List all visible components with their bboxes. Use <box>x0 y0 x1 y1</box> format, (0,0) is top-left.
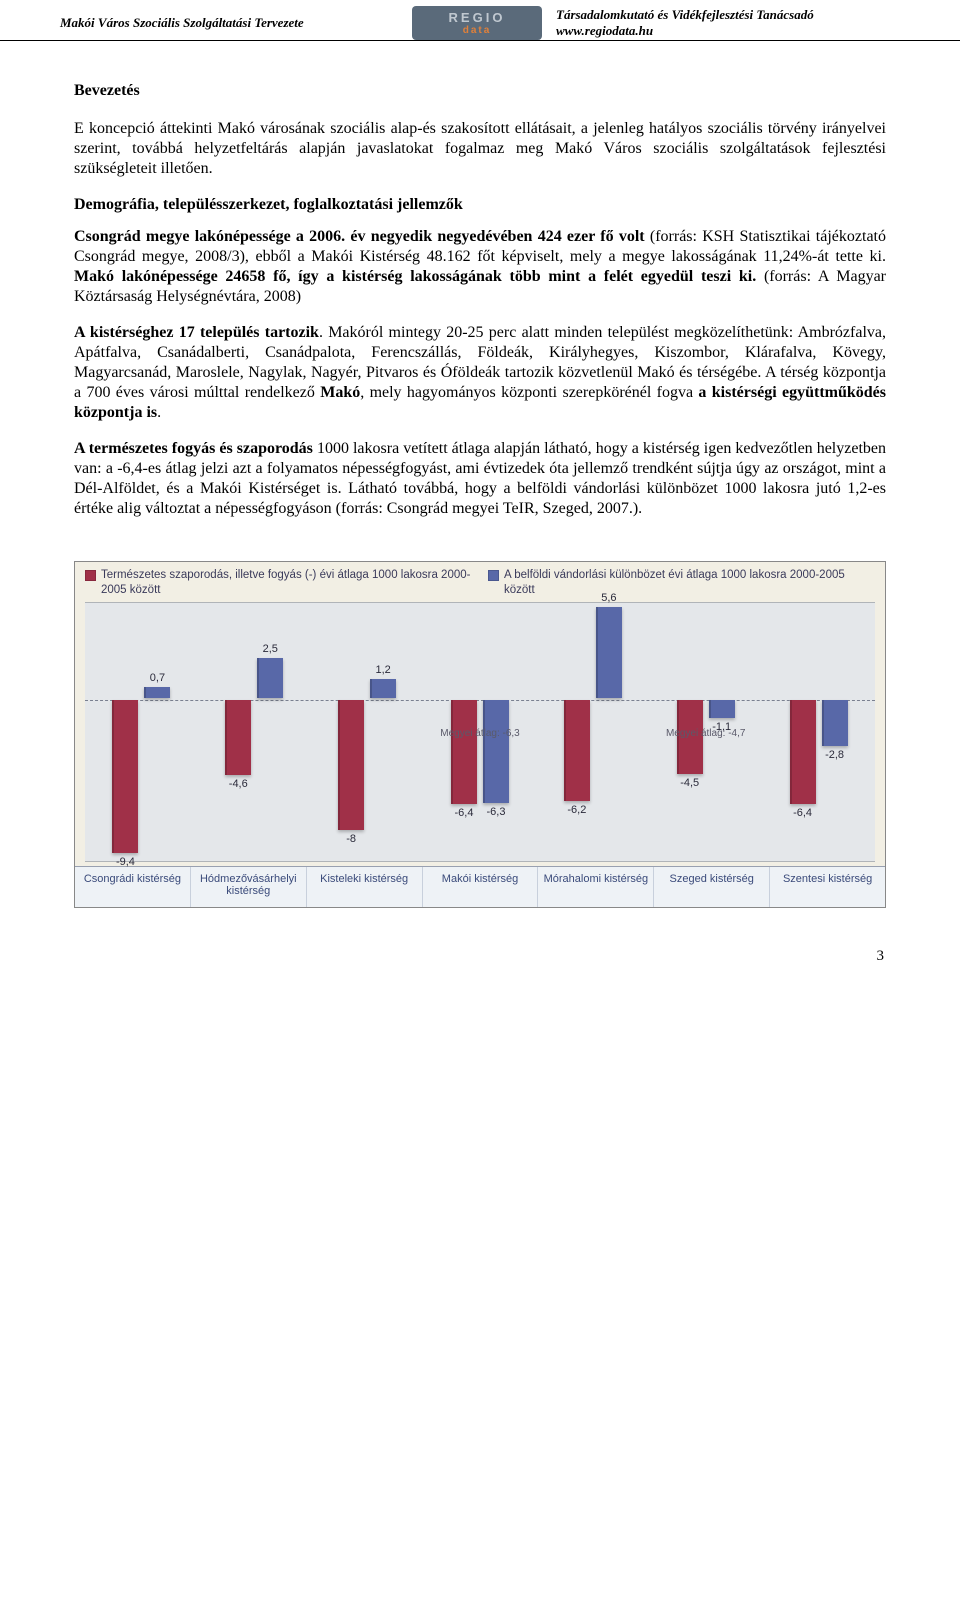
bar-group: -6,25,6 <box>536 603 649 861</box>
bar-a: -6,4 <box>790 700 816 804</box>
header-org-name: Társadalomkutató és Vidékfejlesztési Tan… <box>556 7 900 23</box>
bar-b: 2,5 <box>257 658 283 699</box>
bar-value-label: -4,5 <box>680 777 699 789</box>
x-axis-label: Mórahalomi kistérség <box>537 867 653 907</box>
page-header: Makói Város Szociális Szolgáltatási Terv… <box>0 0 960 41</box>
bar-value-label: -6,2 <box>567 804 586 816</box>
header-left-title: Makói Város Szociális Szolgáltatási Terv… <box>60 15 404 31</box>
legend-label-b: A belföldi vándorlási különbözet évi átl… <box>504 568 875 598</box>
chart-legend: Természetes szaporodás, illetve fogyás (… <box>75 562 885 602</box>
bar-a: -6,4 <box>451 700 477 804</box>
bar-group: -8 1,2 <box>311 603 424 861</box>
bar-value-label: -6,4 <box>455 807 474 819</box>
bar-b: -2,8 <box>822 700 848 746</box>
document-body: Bevezetés E koncepció áttekinti Makó vár… <box>0 41 960 555</box>
bar-value-label: -8 <box>346 833 356 845</box>
chart-annotation: Megyei átlag: -4,7 <box>666 728 746 739</box>
x-axis-label: Kisteleki kistérség <box>306 867 422 907</box>
paragraph-fogyas: A természetes fogyás és szaporodás 1000 … <box>74 439 886 519</box>
heading-demografia: Demográfia, településszerkezet, foglalko… <box>74 195 886 215</box>
bar-a: -9,4 <box>112 700 138 853</box>
bar-value-label: 1,2 <box>375 664 390 676</box>
x-axis-label: Szentesi kistérség <box>769 867 885 907</box>
bar-b: 0,7 <box>144 687 170 698</box>
text-17-telepules: A kistérséghez 17 település tartozik <box>74 324 319 341</box>
legend-item-a: Természetes szaporodás, illetve fogyás (… <box>85 568 472 598</box>
bar-group: -4,62,5 <box>198 603 311 861</box>
legend-label-a: Természetes szaporodás, illetve fogyás (… <box>101 568 472 598</box>
text-mako-pop: Makó lakónépessége 24658 fő, így a kisté… <box>74 268 764 285</box>
bar-value-label: -6,3 <box>487 806 506 818</box>
x-axis-label: Hódmezővásárhelyi kistérség <box>190 867 306 907</box>
bar-group: -6,4-2,8 <box>762 603 875 861</box>
text-terseg-2: , mely hagyományos központi szerepköréné… <box>360 384 698 401</box>
bar-b: -6,3 <box>483 700 509 802</box>
paragraph-demografia-1: Csongrád megye lakónépessége a 2006. év … <box>74 227 886 307</box>
paragraph-telepulesek: A kistérséghez 17 település tartozik. Ma… <box>74 323 886 423</box>
chart-annotation: Megyei átlag: -6,3 <box>440 728 520 739</box>
header-right-block: Társadalomkutató és Vidékfejlesztési Tan… <box>550 7 900 39</box>
legend-swatch-b <box>488 570 499 581</box>
legend-swatch-a <box>85 570 96 581</box>
heading-bevezetes: Bevezetés <box>74 81 886 101</box>
bar-b: 1,2 <box>370 679 396 699</box>
x-axis-label: Makói kistérség <box>422 867 538 907</box>
bar-value-label: -2,8 <box>825 749 844 761</box>
bar-value-label: 0,7 <box>150 672 165 684</box>
logo-line2: data <box>463 25 492 36</box>
chart-plot-area: -9,40,7-4,62,5-81,2-6,4-6,3Megyei átlag:… <box>85 602 875 862</box>
bar-value-label: -9,4 <box>116 856 135 868</box>
x-axis-label: Szeged kistérség <box>653 867 769 907</box>
logo-line1: REGIO <box>449 10 506 25</box>
bar-value-label: 2,5 <box>263 643 278 655</box>
bar-value-label: -4,6 <box>229 778 248 790</box>
bar-value-label: 5,6 <box>601 592 616 604</box>
bar-a: -8 <box>338 700 364 830</box>
header-url: www.regiodata.hu <box>556 23 900 39</box>
text-fogyas-bold: A természetes fogyás és szaporodás <box>74 440 313 457</box>
text-mako-bold: Makó <box>320 384 360 401</box>
bar-b: 5,6 <box>596 607 622 698</box>
paragraph-intro: E koncepció áttekinti Makó városának szo… <box>74 119 886 179</box>
text-csongrad-pop: Csongrád megye lakónépessége a 2006. év … <box>74 228 645 245</box>
text-period: . <box>157 404 161 421</box>
demography-chart: Természetes szaporodás, illetve fogyás (… <box>74 561 886 908</box>
bar-group: -9,4 0,7 <box>85 603 198 861</box>
chart-x-axis: Csongrádi kistérségHódmezővásárhelyi kis… <box>75 866 885 907</box>
bar-value-label: -6,4 <box>793 807 812 819</box>
bar-a: -6,2 <box>564 700 590 801</box>
page-number: 3 <box>0 908 960 985</box>
bar-a: -4,6 <box>225 700 251 775</box>
regio-data-logo: REGIO data <box>412 6 542 40</box>
x-axis-label: Csongrádi kistérség <box>75 867 190 907</box>
bar-b: -1,1 <box>709 700 735 718</box>
legend-item-b: A belföldi vándorlási különbözet évi átl… <box>488 568 875 598</box>
